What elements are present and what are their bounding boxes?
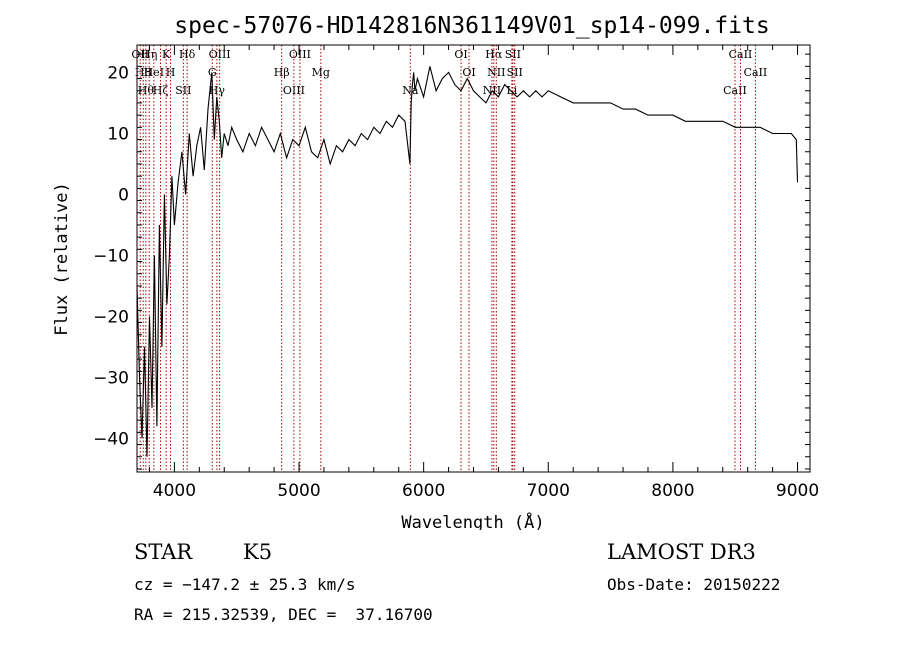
y-tick-label: −40 [93,429,129,449]
plot-frame [136,44,811,473]
observation-date: Obs-Date: 20150222 [607,575,781,594]
line-label: SII [507,66,523,79]
line-label: Mg [312,66,330,79]
line-label: Hζ [153,84,169,97]
line-label: Hδ [179,48,196,61]
line-label: Hγ [209,84,226,97]
coordinates: RA = 215.32539, DEC = 37.16700 [134,605,433,624]
y-tick-label: 20 [107,63,129,83]
x-tick-label: 8000 [651,481,694,501]
x-axis-label: Wavelength (Å) [401,511,544,530]
y-tick-label: 0 [118,185,129,205]
y-axis: −40 −30 −20 −10 0 10 20 [93,53,810,470]
object-type: STAR [134,540,193,564]
line-label: Hθ [138,84,155,97]
line-label: H8 [135,66,152,79]
line-label: CaII [723,84,747,97]
line-label: K [162,48,171,61]
line-label: H [166,66,176,79]
spectrum-line [136,66,799,457]
line-label: HeI [144,66,164,79]
line-label: OIII [209,48,231,61]
line-label: OI [462,66,475,79]
redshift-velocity: cz = −147.2 ± 25.3 km/s [134,575,356,594]
x-tick-label: 5000 [277,481,320,501]
spectral-line-markers: OIIH8HθHηHeIHζKHSIIHδGHγOIIIHβOIIIOIIIMg… [131,45,767,472]
line-label: SII [175,84,191,97]
spectrum-chart: spec-57076-HD142816N361149V01_sp14-099.f… [52,13,819,530]
y-tick-label: −10 [93,246,129,266]
line-label: CaII [729,48,753,61]
y-tick-label: 10 [107,124,129,144]
line-label: OI [454,48,467,61]
x-tick-label: 7000 [527,481,570,501]
x-tick-label: 6000 [402,481,445,501]
line-label: CaII [744,66,768,79]
y-tick-label: −20 [93,307,129,327]
line-label: Li [506,84,517,97]
x-tick-label: 4000 [153,481,196,501]
chart-title: spec-57076-HD142816N361149V01_sp14-099.f… [174,13,769,39]
y-tick-label: −30 [93,368,129,388]
y-axis-label: Flux (relative) [52,182,72,336]
line-label: Hβ [274,66,290,79]
line-label: OIII [283,84,305,97]
spectrum-series [136,66,799,457]
line-label: OIII [289,48,311,61]
line-label: Hη [141,48,157,61]
line-label: SII [505,48,521,61]
line-label: NII [487,66,505,79]
x-tick-label: 9000 [776,481,819,501]
line-label: Hα [485,48,503,61]
object-subclass: K5 [243,540,273,564]
x-axis: 4000 5000 6000 7000 8000 9000 [148,45,819,501]
survey-name: LAMOST DR3 [607,540,756,564]
